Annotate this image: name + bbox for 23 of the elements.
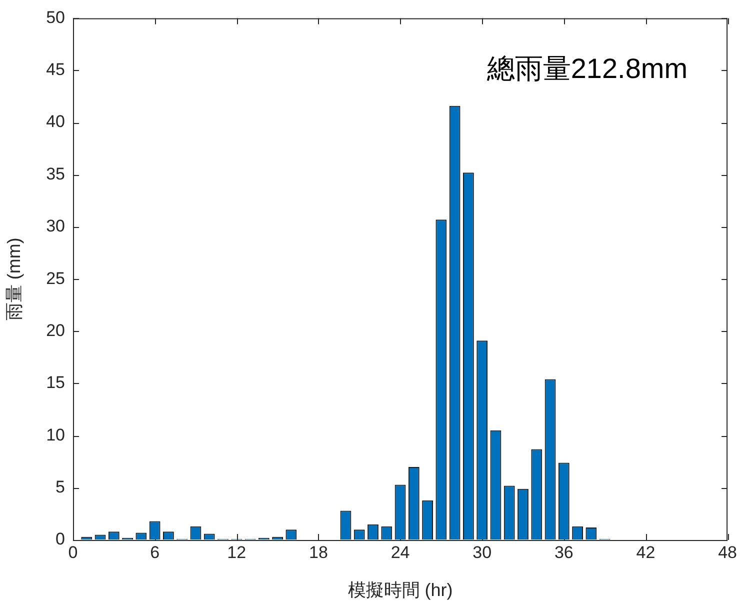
y-tick-label: 30: [46, 216, 65, 236]
y-tick-label: 25: [46, 268, 65, 288]
y-tick-label: 10: [46, 425, 65, 444]
y-tick-label: 50: [46, 8, 65, 27]
x-tick-label: 18: [308, 542, 328, 562]
x-tick-label: 24: [390, 542, 410, 562]
y-tick-label: 20: [46, 320, 65, 340]
y-tick-label: 5: [56, 478, 65, 497]
x-tick-label: 42: [636, 542, 656, 562]
y-tick-label: 0: [56, 530, 65, 549]
x-tick-label: 30: [472, 542, 492, 562]
y-tick-label: 45: [46, 60, 65, 80]
x-tick-label: 6: [150, 542, 160, 562]
y-axis-title: 雨量 (mm): [4, 238, 24, 321]
y-tick-label: 35: [46, 164, 65, 184]
x-tick-label: 48: [718, 542, 738, 562]
annotation: 總雨量212.8mm: [486, 52, 688, 84]
x-tick-label: 36: [554, 542, 574, 562]
x-tick-label: 0: [68, 542, 78, 562]
y-tick-label: 15: [46, 373, 65, 392]
x-tick-label: 12: [227, 542, 246, 562]
x-axis-title: 模擬時間 (hr): [348, 580, 453, 600]
y-tick-label: 40: [46, 112, 65, 132]
